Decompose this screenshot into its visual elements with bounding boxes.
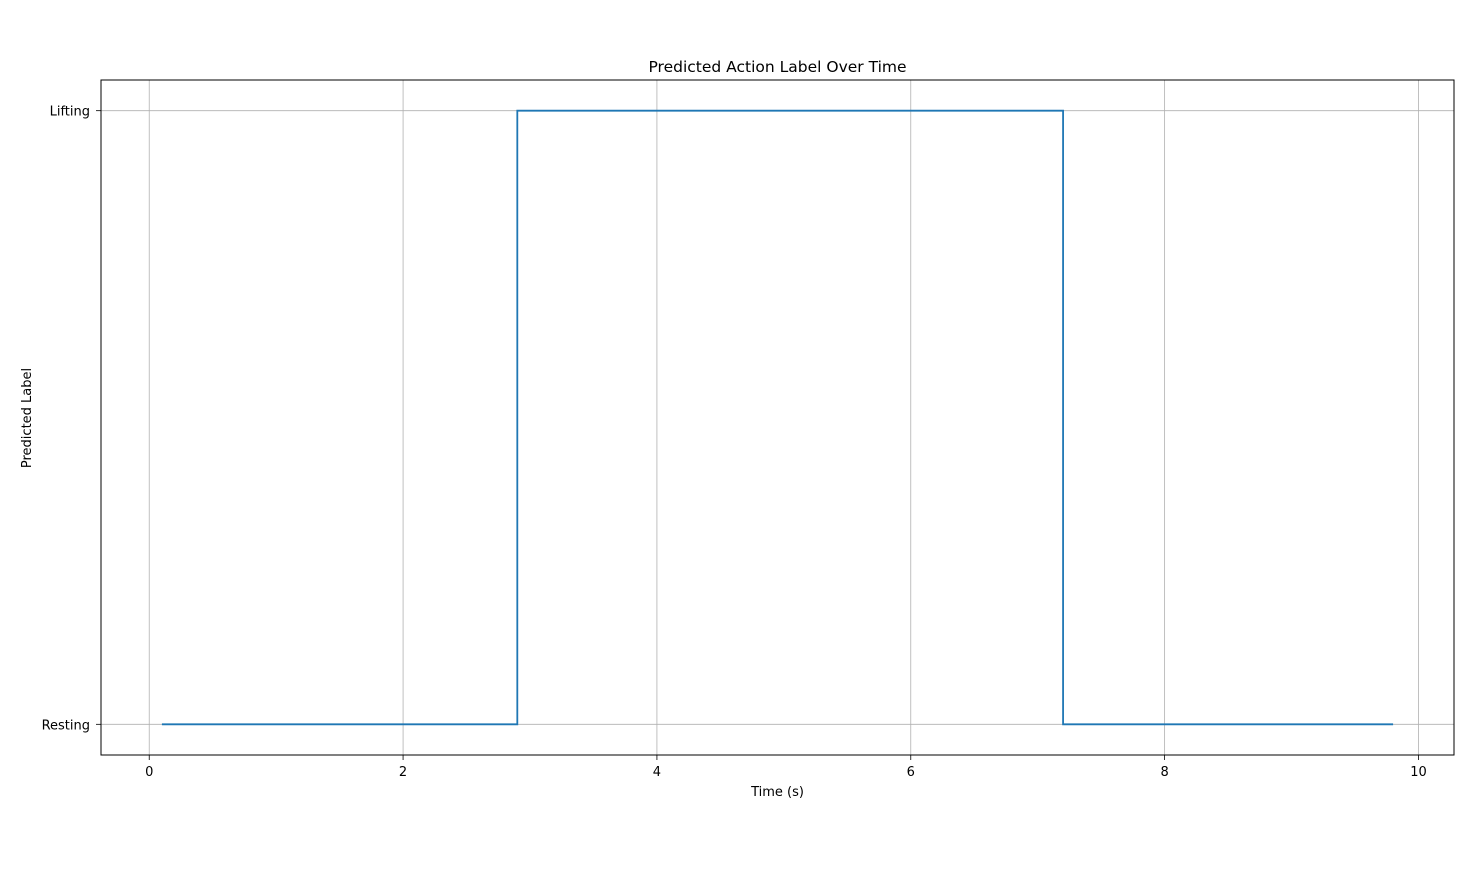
y-tick-label: Lifting [50,105,90,120]
y-tick-label: Resting [42,718,90,733]
y-axis-label: Predicted Label [20,368,35,468]
x-tick-label: 8 [1160,765,1168,780]
x-axis-label: Time (s) [750,785,804,800]
series-line [161,109,1394,726]
chart-title: Predicted Action Label Over Time [648,58,906,76]
plot-area [101,80,1454,755]
x-axis: 0 2 4 6 8 10 [145,755,1427,780]
x-tick-label: 0 [145,765,153,780]
y-axis: Resting Lifting [42,105,101,733]
x-tick-label: 10 [1410,765,1427,780]
x-tick-label: 6 [907,765,915,780]
plot-frame [100,79,1455,756]
x-tick-label: 2 [399,765,407,780]
series-layer [161,109,1394,726]
x-tick-label: 4 [653,765,661,780]
